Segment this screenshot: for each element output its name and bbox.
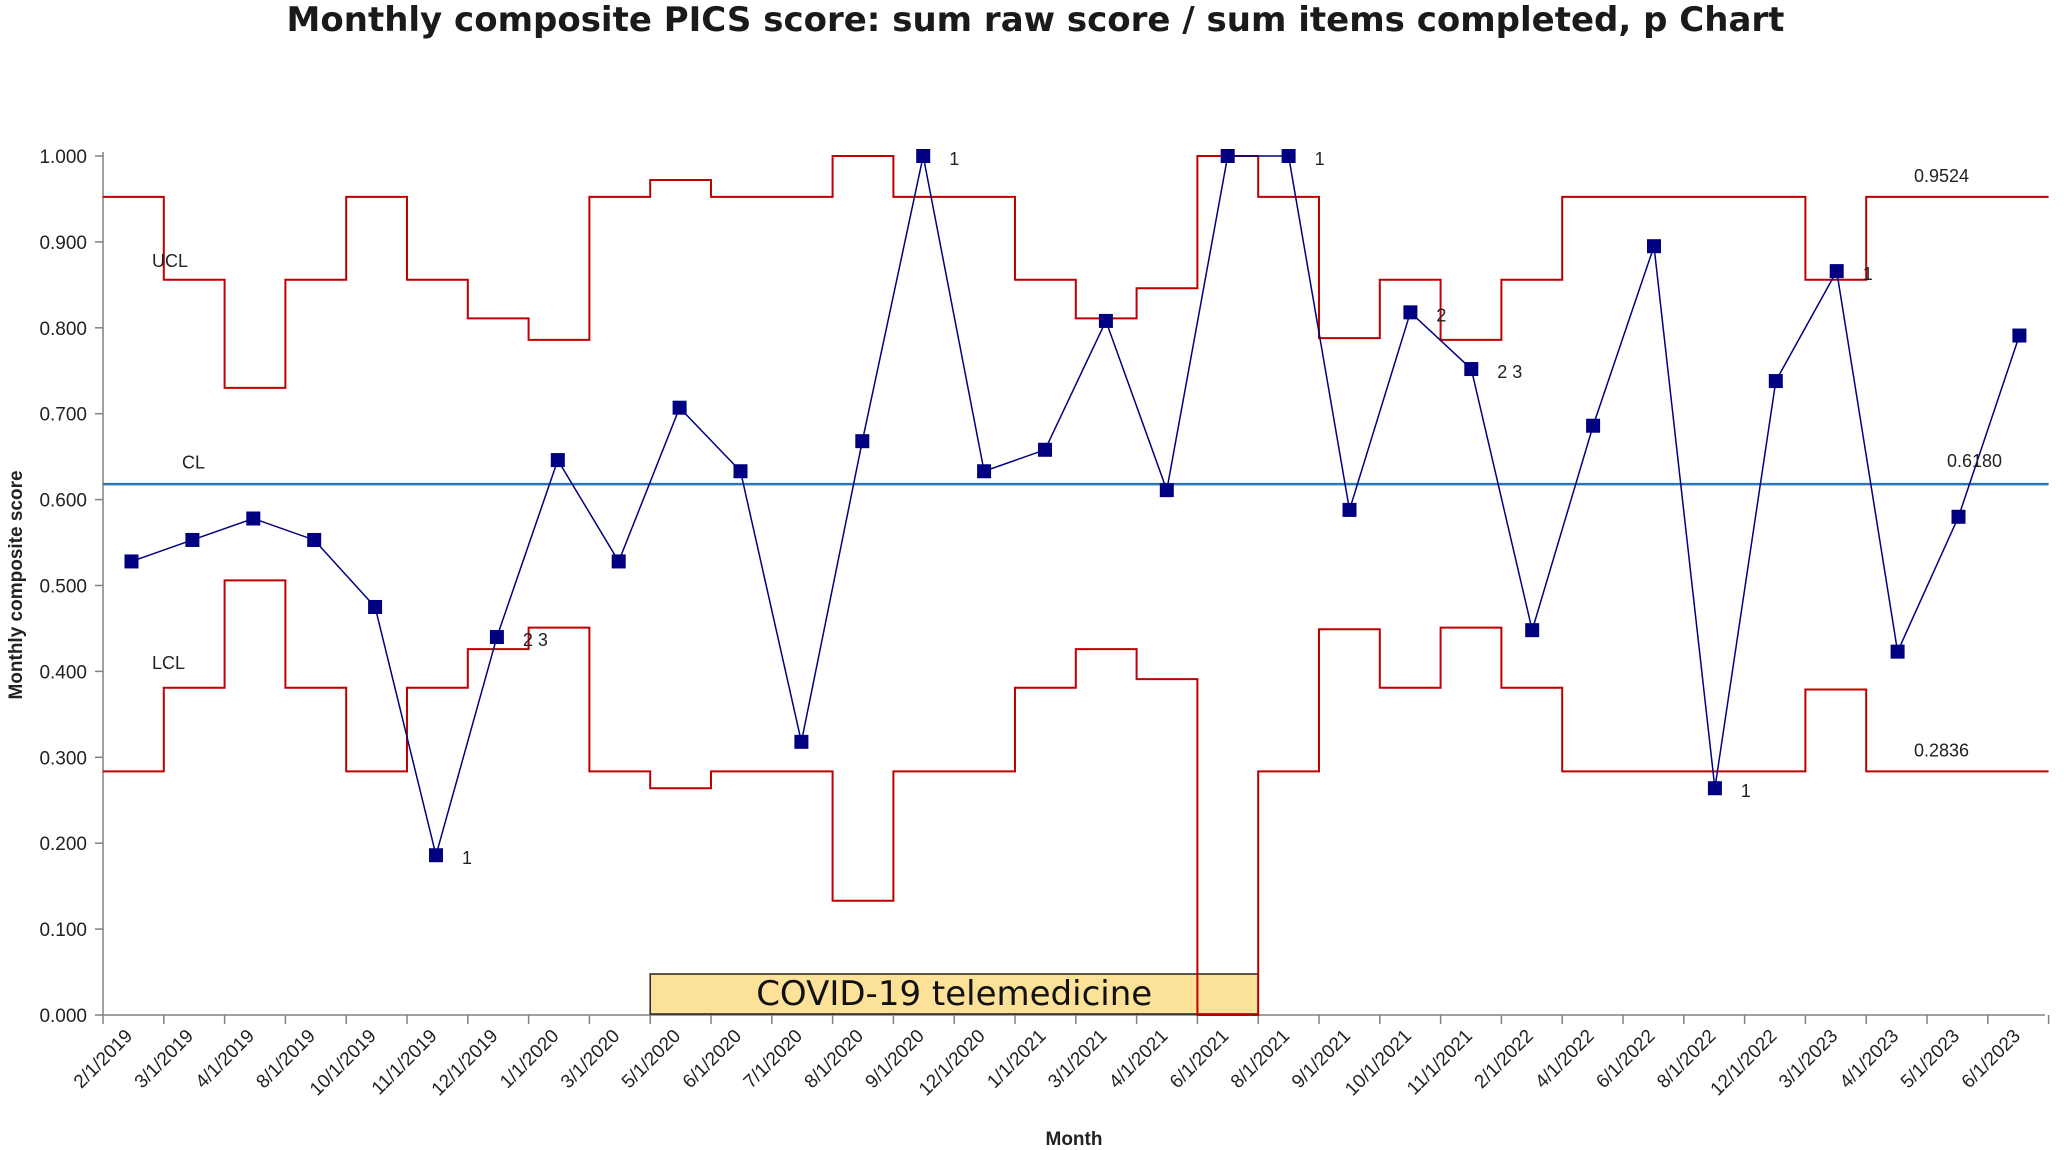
data-point	[1281, 149, 1296, 163]
violation-annotation: 1	[462, 848, 472, 868]
data-point	[489, 630, 504, 645]
cl-label: CL	[182, 453, 205, 473]
cl-value-label: 0.6180	[1947, 451, 2002, 471]
x-tick-label: 12/1/2020	[915, 1026, 990, 1101]
data-point	[1951, 509, 1966, 524]
y-axis-title: Monthly composite score	[6, 470, 27, 699]
data-point	[1403, 305, 1418, 320]
data-point	[855, 434, 870, 449]
covid-band-label: COVID-19 telemedicine	[756, 974, 1152, 1014]
x-tick-label: 6/1/2020	[679, 1026, 746, 1093]
chart-title: Monthly composite PICS score: sum raw sc…	[286, 0, 1785, 40]
data-point	[1829, 264, 1844, 279]
x-tick-label: 12/1/2022	[1707, 1026, 1782, 1101]
x-tick-label: 3/1/2019	[131, 1026, 198, 1093]
data-point	[733, 464, 748, 479]
x-tick-label: 8/1/2021	[1227, 1026, 1294, 1093]
data-point	[2012, 328, 2027, 343]
x-tick-label: 2/1/2022	[1471, 1026, 1538, 1093]
data-point	[124, 554, 139, 569]
x-tick-label: 3/1/2020	[557, 1026, 624, 1093]
composite-score-series	[124, 149, 2027, 863]
x-tick-label: 4/1/2019	[192, 1026, 259, 1093]
x-tick-label: 8/1/2020	[801, 1026, 868, 1093]
x-tick-label: 4/1/2021	[1105, 1026, 1172, 1093]
covid-telemedicine-band: COVID-19 telemedicine	[649, 973, 1259, 1015]
violation-annotation: 2 3	[1497, 362, 1522, 382]
y-tick-label: 0.500	[39, 577, 87, 598]
lcl-line	[103, 579, 2049, 1016]
ucl-line	[103, 155, 2049, 389]
y-tick-label: 1.000	[39, 147, 87, 168]
data-point	[1707, 781, 1722, 796]
data-point	[672, 400, 687, 415]
x-tick-label: 1/1/2020	[496, 1026, 563, 1093]
data-point	[1768, 374, 1783, 389]
data-point	[1220, 149, 1235, 163]
data-point	[1038, 442, 1052, 457]
x-tick-label: 4/1/2022	[1531, 1026, 1598, 1093]
y-tick-label: 0.700	[39, 405, 87, 426]
x-axis-title: Month	[1046, 1129, 1103, 1150]
data-point	[185, 532, 200, 547]
y-tick-label: 0.100	[39, 920, 87, 941]
data-point	[1890, 644, 1905, 659]
data-point	[977, 464, 992, 479]
data-point	[429, 848, 443, 863]
x-tick-label: 1/1/2021	[983, 1026, 1050, 1093]
x-tick-label: 6/1/2023	[1958, 1026, 2025, 1093]
x-tick-label: 10/1/2019	[306, 1026, 381, 1101]
x-tick-label: 3/1/2023	[1775, 1026, 1842, 1093]
data-point	[916, 149, 931, 163]
violation-annotation: 2	[1436, 305, 1446, 325]
violation-annotation: 1	[1863, 264, 1873, 284]
lcl-value-label: 0.2836	[1914, 740, 1969, 760]
y-tick-label: 0.300	[39, 748, 87, 769]
x-tick-label: 2/1/2019	[70, 1026, 137, 1093]
data-point	[307, 532, 322, 547]
lcl-label: LCL	[152, 653, 185, 673]
violation-annotation: 1	[1741, 781, 1751, 801]
violation-annotation: 2 3	[523, 630, 548, 650]
ucl-value-label: 0.9524	[1914, 166, 1969, 186]
x-tick-label: 12/1/2019	[428, 1026, 503, 1101]
data-point	[246, 511, 261, 526]
y-tick-label: 0.200	[39, 834, 87, 855]
y-tick-label: 0.000	[39, 1006, 87, 1027]
data-point	[1525, 623, 1540, 638]
data-point	[1464, 362, 1479, 377]
series-line	[131, 155, 2021, 859]
x-tick-label: 6/1/2022	[1592, 1026, 1659, 1093]
data-point	[611, 554, 626, 569]
x-tick-label: 7/1/2020	[740, 1026, 807, 1093]
y-tick-label: 0.900	[39, 233, 87, 254]
covid-band-rect	[649, 973, 1259, 1015]
y-tick-label: 0.400	[39, 662, 87, 683]
x-tick-label: 10/1/2021	[1341, 1026, 1416, 1101]
x-tick-label: 11/1/2021	[1403, 1026, 1477, 1100]
data-point	[1098, 313, 1113, 328]
ucl-label: UCL	[152, 251, 188, 271]
data-point	[1647, 239, 1661, 254]
control-limits	[103, 155, 2049, 1016]
data-point	[794, 734, 809, 749]
violation-annotation: 1	[949, 149, 959, 169]
chart-labels: UCL CL LCL 0.9524 0.6180 0.2836 1 2 3 1 1 2 2 3 1 1	[152, 149, 2002, 868]
x-tick-label: 5/1/2020	[618, 1026, 685, 1093]
x-tick-label: 3/1/2021	[1044, 1026, 1111, 1093]
data-point	[1159, 483, 1174, 498]
data-point	[368, 599, 383, 614]
data-point	[1342, 502, 1357, 517]
y-tick-label: 0.600	[39, 491, 87, 512]
x-tick-label: 4/1/2023	[1836, 1026, 1903, 1093]
data-point	[550, 453, 565, 468]
violation-annotation: 1	[1315, 149, 1325, 169]
x-tick-label: 5/1/2023	[1897, 1026, 1964, 1093]
x-tick-label: 6/1/2021	[1166, 1026, 1233, 1093]
data-point	[1586, 418, 1601, 433]
y-tick-label: 0.800	[39, 319, 87, 340]
